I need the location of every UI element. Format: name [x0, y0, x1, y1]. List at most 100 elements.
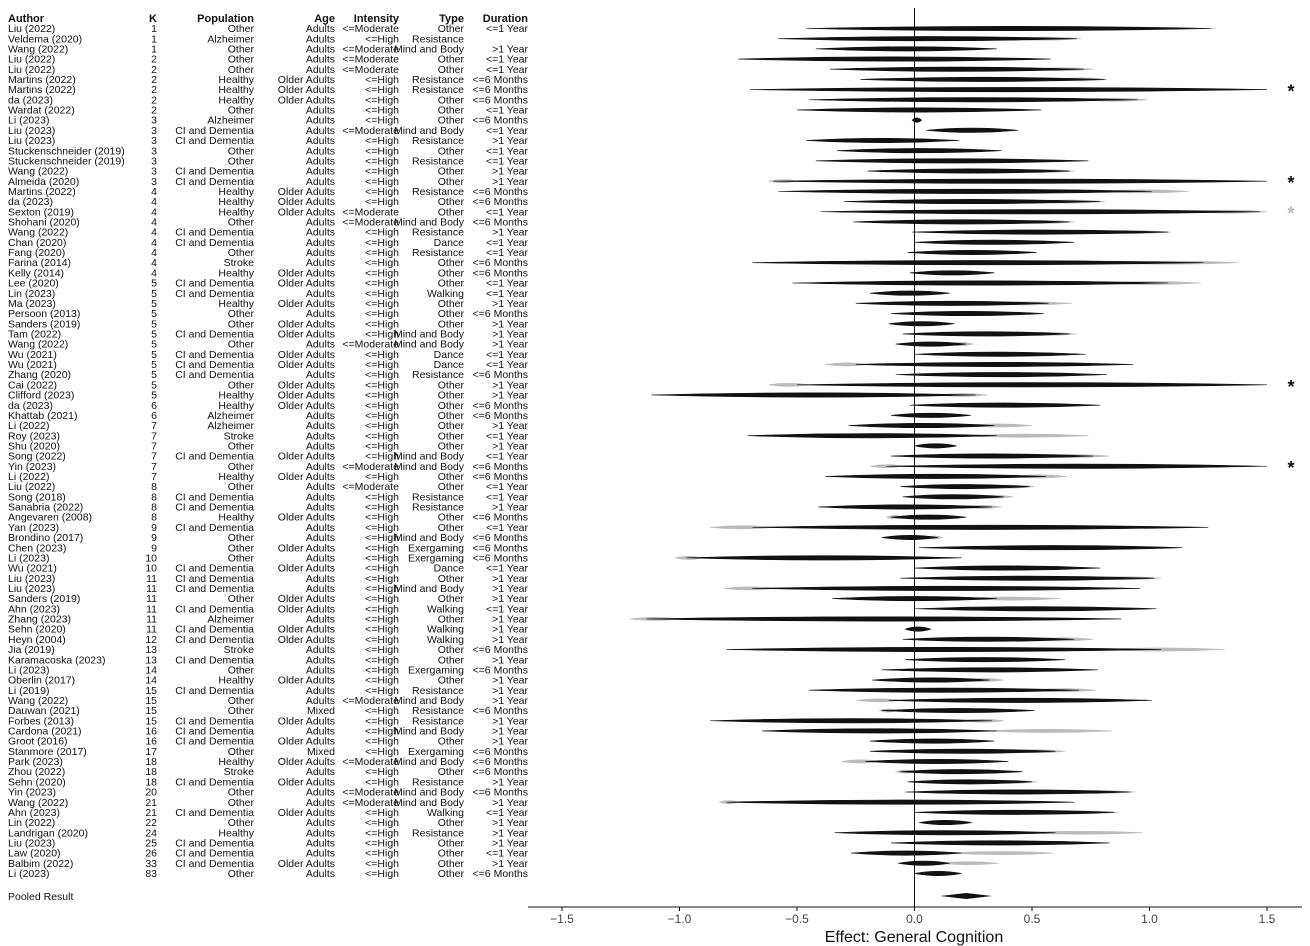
row-cell-intensity: <=High	[365, 105, 399, 117]
row-cell-author: Liu (2023)	[8, 125, 55, 137]
primary-interval	[914, 809, 1115, 815]
row-cell-intensity: <=High	[365, 858, 399, 870]
row-cell-intensity: <=High	[365, 84, 399, 96]
row-cell-type: Dance	[434, 563, 465, 575]
row-cell-intensity: <=Moderate	[342, 217, 399, 229]
row-cell-intensity: <=High	[365, 267, 399, 279]
row-cell-author: Groot (2016)	[8, 736, 68, 748]
row-cell-author: Jia (2019)	[8, 644, 55, 656]
row-cell-pop: CI and Dementia	[175, 491, 254, 503]
row-cell-type: Mind and Body	[394, 695, 465, 707]
row-cell-duration: >1 Year	[492, 593, 528, 605]
row-cell-duration: >1 Year	[492, 715, 528, 727]
row-cell-duration: >1 Year	[492, 318, 528, 330]
row-cell-age: Adults	[306, 135, 335, 147]
column-header-age: Age	[314, 13, 335, 25]
row-cell-duration: <=6 Months	[473, 115, 528, 127]
row-cell-author: Li (2023)	[8, 664, 49, 676]
primary-interval	[646, 616, 1122, 622]
row-cell-age: Adults	[306, 664, 335, 676]
row-cell-age: Adults	[306, 145, 335, 157]
row-cell-pop: Other	[228, 339, 255, 351]
row-cell-k: 15	[145, 695, 157, 707]
row-cell-intensity: <=High	[365, 766, 399, 778]
row-cell-pop: Healthy	[218, 84, 254, 96]
row-cell-type: Other	[438, 420, 465, 432]
row-cell-pop: Alzheimer	[207, 33, 254, 45]
secondary-interval	[1020, 830, 1143, 835]
row-cell-pop: Healthy	[218, 471, 254, 483]
row-cell-author: Ma (2023)	[8, 298, 56, 310]
row-cell-type: Exergaming	[408, 746, 464, 758]
primary-interval	[761, 728, 997, 734]
row-cell-author: Sehn (2020)	[8, 624, 66, 636]
row-cell-age: Older Adults	[278, 858, 335, 870]
row-cell-duration: <=6 Months	[473, 766, 528, 778]
row-cell-k: 4	[151, 217, 157, 229]
row-cell-type: Other	[438, 115, 465, 127]
row-cell-k: 2	[151, 94, 157, 106]
row-cell-type: Other	[438, 206, 465, 218]
row-cell-type: Mind and Body	[394, 125, 465, 137]
row-cell-author: Wu (2021)	[8, 563, 57, 575]
row-cell-k: 15	[145, 715, 157, 727]
row-cell-intensity: <=Moderate	[342, 23, 399, 35]
primary-interval	[888, 321, 955, 327]
row-cell-k: 6	[151, 410, 157, 422]
row-cell-author: Wardat (2022)	[8, 105, 75, 117]
row-cell-intensity: <=High	[365, 532, 399, 544]
row-cell-age: Adults	[306, 369, 335, 381]
row-cell-intensity: <=High	[365, 247, 399, 259]
row-cell-age: Older Adults	[278, 512, 335, 524]
significance-star-icon: *	[1287, 458, 1294, 478]
row-cell-pop: CI and Dementia	[175, 685, 254, 697]
row-cell-age: Older Adults	[278, 603, 335, 615]
row-cell-author: Stuckenschneider (2019)	[8, 155, 125, 167]
row-cell-age: Adults	[306, 227, 335, 239]
row-cell-k: 4	[151, 186, 157, 198]
row-cell-author: Landrigan (2020)	[8, 827, 88, 839]
table-body: Liu (2022) 1 Other Adults <=Moderate Other <=1…	[8, 23, 529, 880]
primary-interval	[752, 524, 1209, 530]
row-cell-type: Resistance	[412, 227, 464, 239]
primary-interval	[820, 209, 1260, 215]
row-cell-pop: Alzheimer	[207, 115, 254, 127]
row-cell-k: 5	[151, 379, 157, 391]
row-cell-author: da (2023)	[8, 400, 53, 412]
row-cell-type: Resistance	[412, 685, 464, 697]
row-cell-type: Resistance	[412, 84, 464, 96]
row-cell-intensity: <=Moderate	[342, 43, 399, 55]
row-cell-duration: >1 Year	[492, 817, 528, 829]
row-cell-intensity: <=High	[365, 776, 399, 788]
row-cell-type: Mind and Body	[394, 451, 465, 463]
primary-interval	[911, 117, 922, 123]
row-cell-type: Mind and Body	[394, 787, 465, 799]
row-cell-pop: CI and Dementia	[175, 736, 254, 748]
row-cell-intensity: <=High	[365, 664, 399, 676]
row-cell-author: Kelly (2014)	[8, 267, 64, 279]
row-cell-pop: Stroke	[224, 430, 255, 442]
row-cell-duration: <=1 Year	[486, 237, 529, 249]
row-cell-age: Adults	[306, 105, 335, 117]
primary-interval	[890, 840, 1110, 846]
row-cell-intensity: <=High	[365, 308, 399, 320]
row-cell-intensity: <=High	[365, 115, 399, 127]
row-cell-duration: <=1 Year	[486, 522, 529, 534]
row-cell-age: Older Adults	[278, 756, 335, 768]
row-cell-intensity: <=High	[365, 675, 399, 687]
row-cell-pop: Healthy	[218, 94, 254, 106]
column-header-duration: Duration	[483, 13, 529, 25]
primary-interval	[872, 677, 990, 683]
row-cell-type: Other	[438, 838, 465, 850]
row-cell-intensity: <=High	[365, 817, 399, 829]
column-header-author: Author	[8, 13, 45, 25]
row-cell-age: Adults	[306, 308, 335, 320]
row-cell-duration: <=6 Months	[473, 471, 528, 483]
row-cell-age: Older Adults	[278, 776, 335, 788]
row-cell-author: Tam (2022)	[8, 329, 61, 341]
row-cell-type: Resistance	[412, 827, 464, 839]
row-cell-intensity: <=High	[365, 624, 399, 636]
pooled-diamond	[940, 893, 993, 899]
row-cell-pop: Healthy	[218, 206, 254, 218]
row-cell-duration: >1 Year	[492, 624, 528, 636]
